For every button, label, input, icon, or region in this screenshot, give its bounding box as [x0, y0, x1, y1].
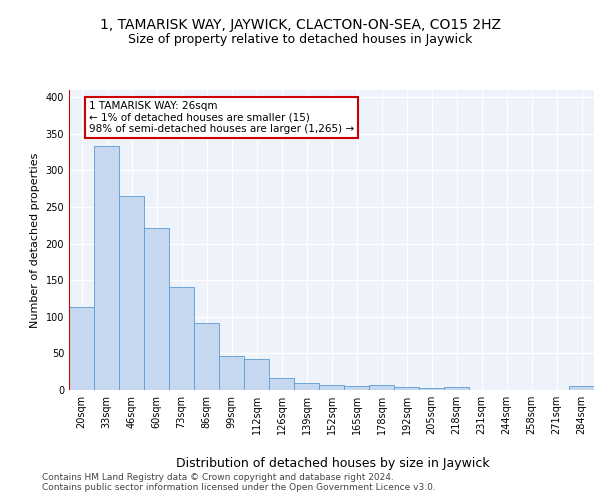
Bar [319, 385, 344, 390]
Bar [369, 385, 394, 390]
Text: Contains HM Land Registry data © Crown copyright and database right 2024.
Contai: Contains HM Land Registry data © Crown c… [42, 472, 436, 492]
Bar [194, 324, 219, 390]
Bar [569, 386, 594, 390]
Text: 1, TAMARISK WAY, JAYWICK, CLACTON-ON-SEA, CO15 2HZ: 1, TAMARISK WAY, JAYWICK, CLACTON-ON-SEA… [100, 18, 500, 32]
Bar [344, 386, 369, 390]
Bar [169, 287, 194, 390]
Bar [269, 378, 294, 390]
Bar [394, 387, 419, 390]
Bar [419, 388, 444, 390]
Text: 1 TAMARISK WAY: 26sqm
← 1% of detached houses are smaller (15)
98% of semi-detac: 1 TAMARISK WAY: 26sqm ← 1% of detached h… [89, 101, 354, 134]
Text: Size of property relative to detached houses in Jaywick: Size of property relative to detached ho… [128, 32, 472, 46]
Text: Distribution of detached houses by size in Jaywick: Distribution of detached houses by size … [176, 458, 490, 470]
Bar [244, 358, 269, 390]
Y-axis label: Number of detached properties: Number of detached properties [30, 152, 40, 328]
Bar [444, 387, 469, 390]
Bar [69, 308, 94, 390]
Bar [219, 356, 244, 390]
Bar [144, 228, 169, 390]
Bar [294, 382, 319, 390]
Bar [119, 196, 144, 390]
Bar [94, 146, 119, 390]
